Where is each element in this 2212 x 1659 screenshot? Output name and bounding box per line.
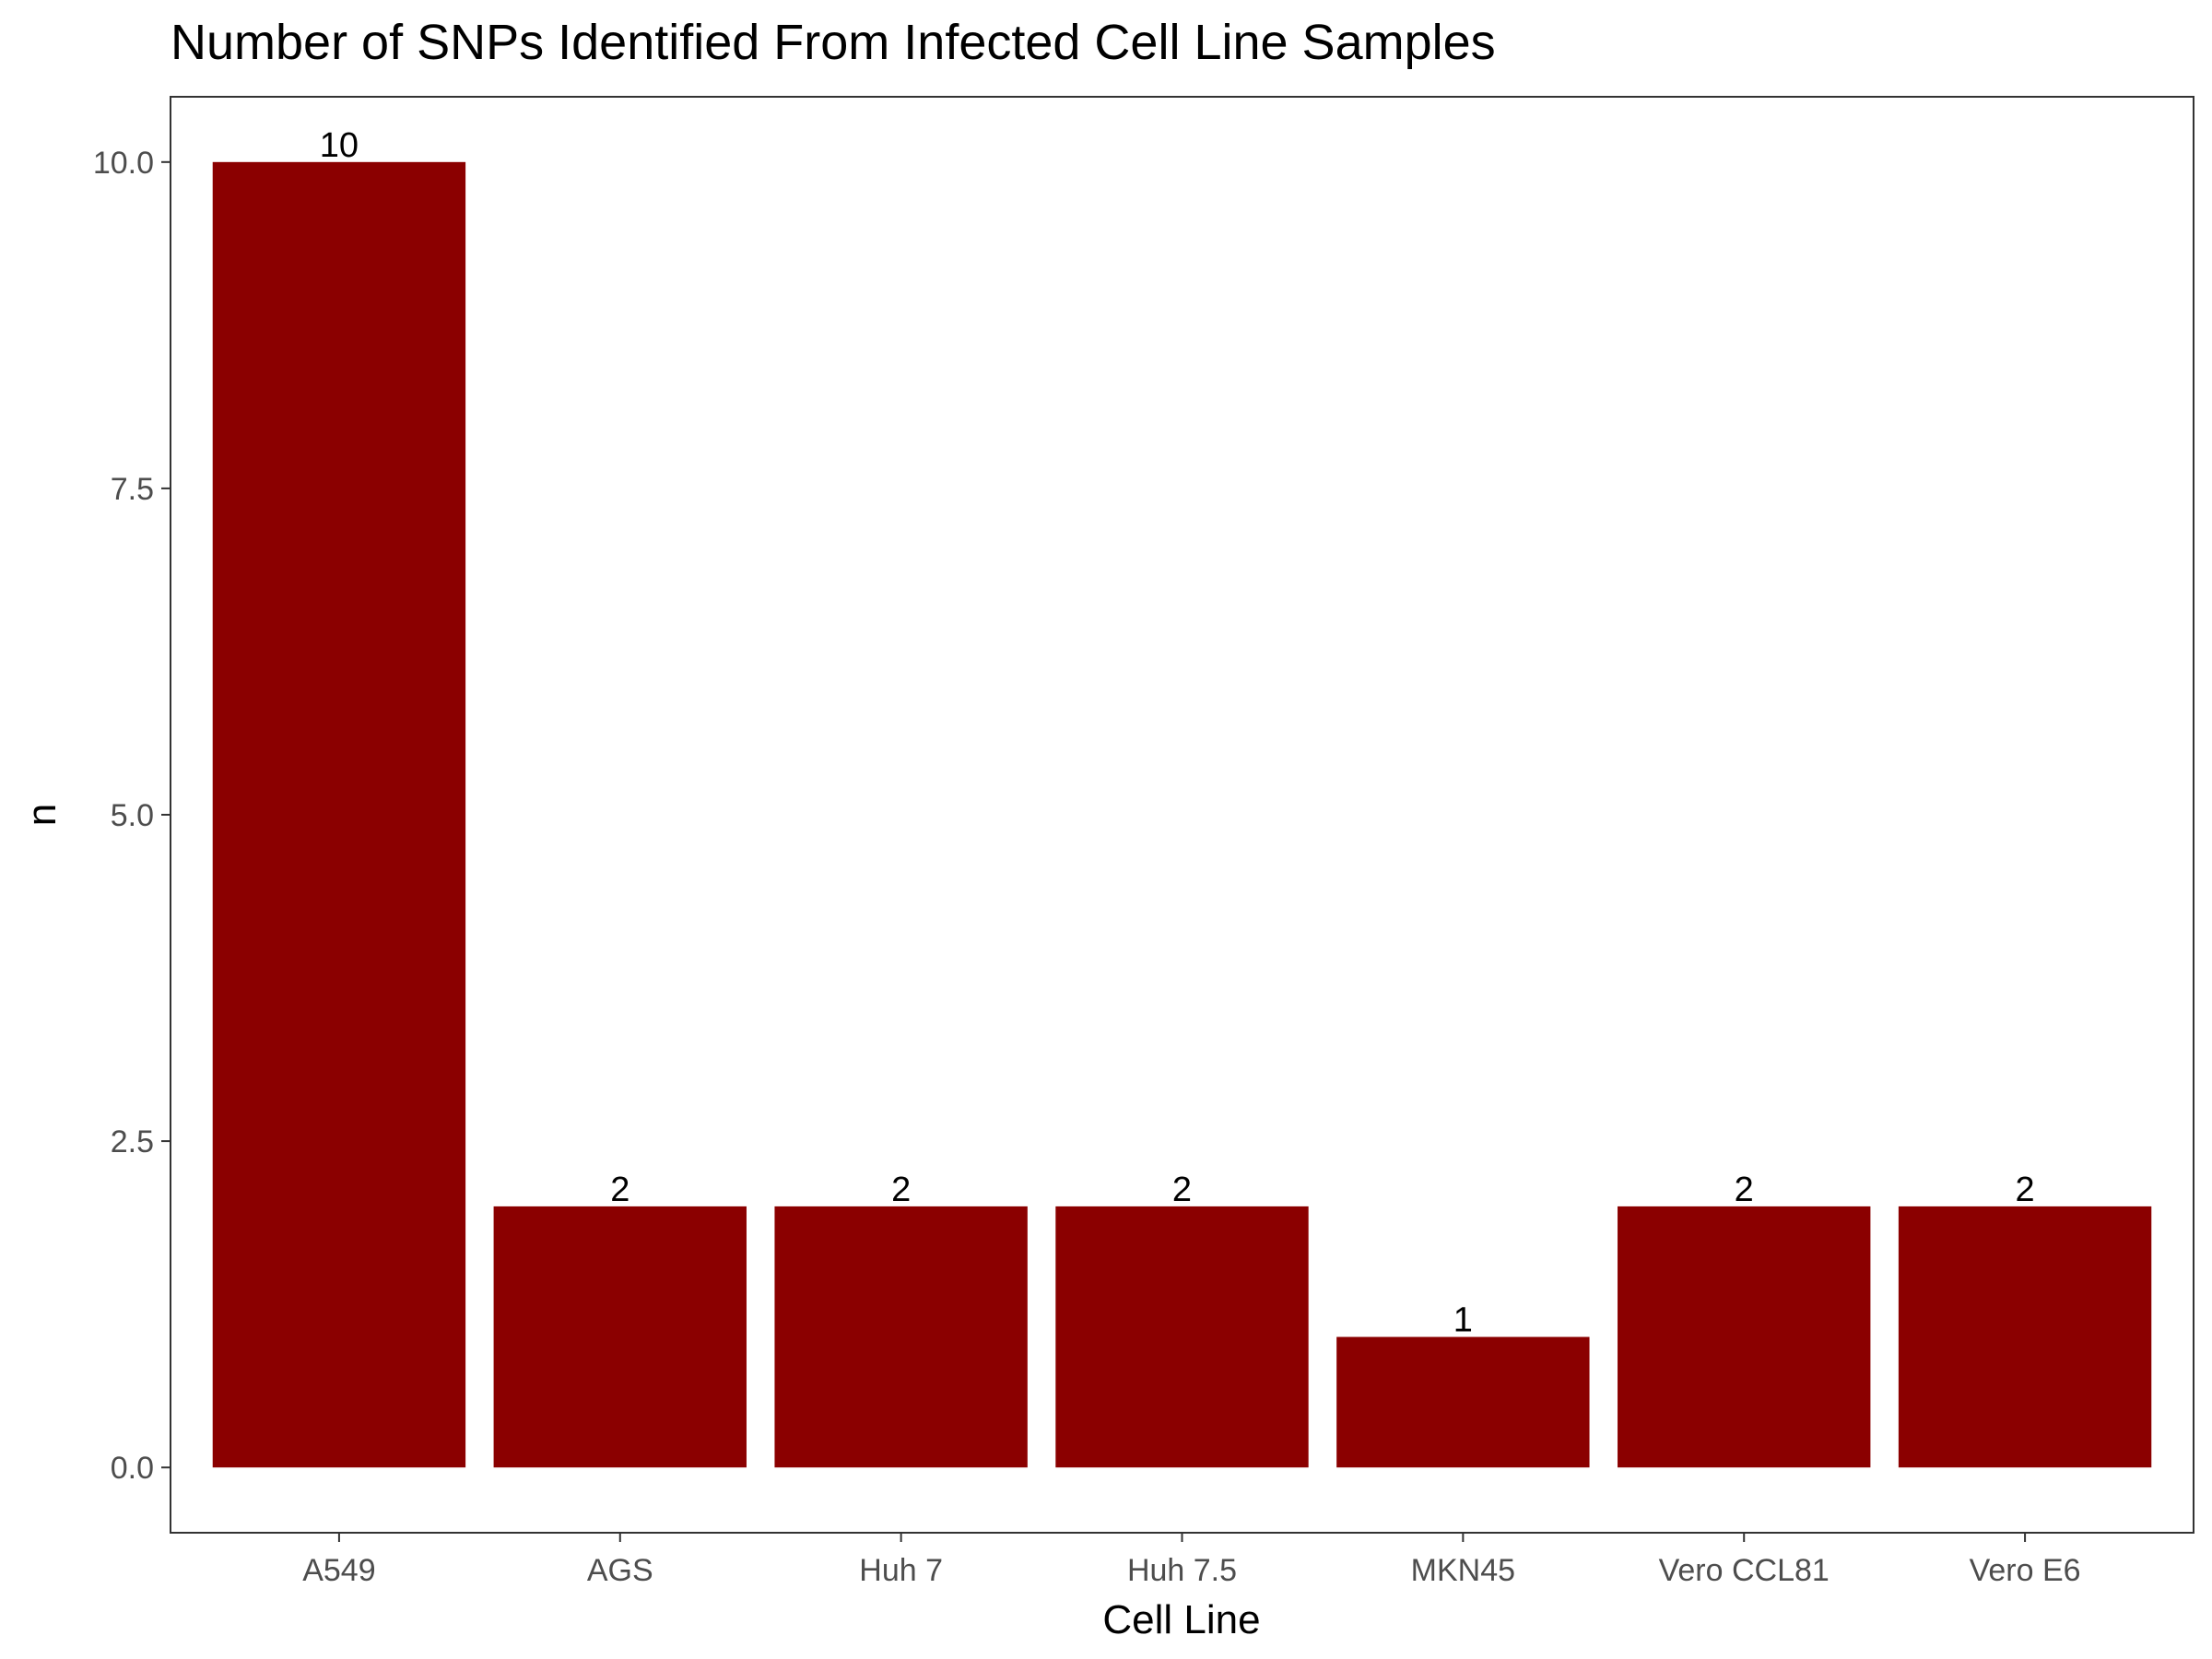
bar-vero-e6 [1898,1206,2152,1468]
data-label: 1 [1453,1301,1473,1340]
x-tick-label: Vero CCL81 [1659,1553,1830,1588]
y-tick-label: 0.0 [111,1451,154,1486]
x-tick-label: Huh 7.5 [1127,1553,1237,1588]
x-tick-label: Vero E6 [1970,1553,2081,1588]
bar-vero-ccl81 [1618,1206,1871,1468]
data-label: 2 [1172,1171,1192,1209]
y-tick-label: 5.0 [111,798,154,833]
bar-a549 [212,161,466,1468]
data-label: 2 [1735,1171,1754,1209]
data-label: 2 [2016,1171,2035,1209]
bar-mkn45 [1336,1336,1590,1468]
data-label: 2 [891,1171,911,1209]
bar-huh-7 [774,1206,1028,1468]
x-tick-label: AGS [587,1553,653,1588]
bars [212,161,2152,1468]
y-tick-label: 7.5 [111,472,154,507]
x-axis-title: Cell Line [1102,1597,1260,1642]
y-axis: 0.0 2.5 5.0 7.5 10.0 [93,146,171,1486]
bar-huh-7-5 [1055,1206,1309,1468]
y-tick-label: 10.0 [93,146,154,181]
x-tick-label: A549 [302,1553,375,1588]
y-axis-title: n [19,804,65,826]
data-label: 10 [320,126,359,165]
x-tick-label: MKN45 [1411,1553,1515,1588]
data-labels: 10 2 2 2 1 2 2 [320,126,2035,1340]
data-label: 2 [610,1171,629,1209]
chart-title: Number of SNPs Identified From Infected … [171,15,1496,70]
x-tick-label: Huh 7 [859,1553,943,1588]
bar-ags [493,1206,747,1468]
y-tick-label: 2.5 [111,1124,154,1159]
x-axis: A549 AGS Huh 7 Huh 7.5 MKN45 Vero CCL81 Vero E… [302,1533,2081,1588]
